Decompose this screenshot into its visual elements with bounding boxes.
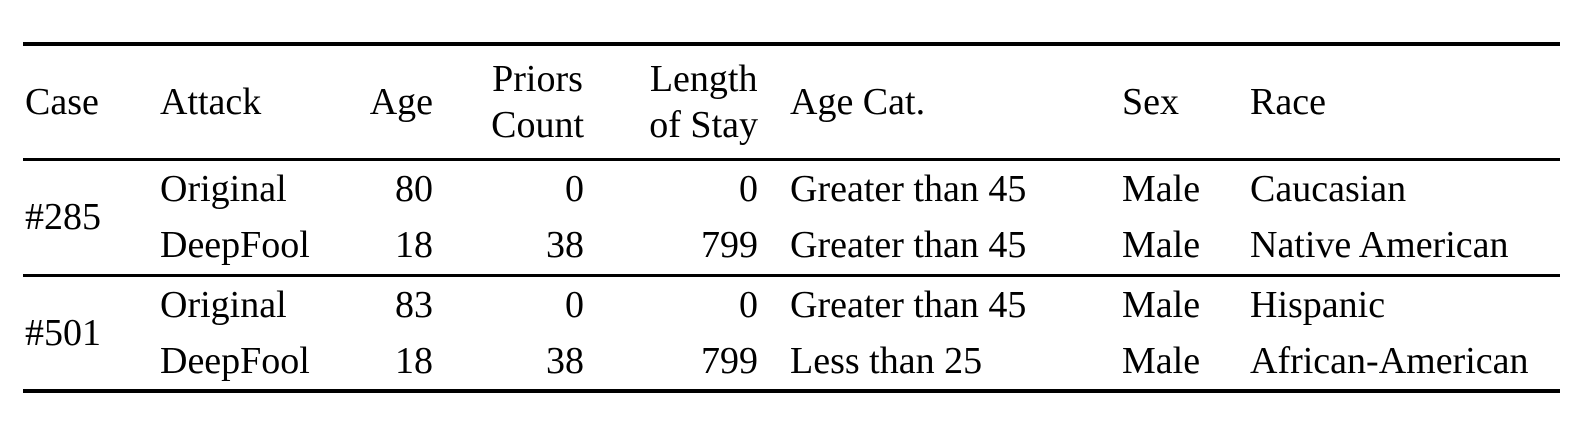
header-length-of-stay: Length of Stay xyxy=(587,44,790,159)
priors-count-label-line1: Priors xyxy=(492,57,583,100)
cell-priors-count: 38 xyxy=(546,224,584,267)
table-header: Case Attack Age Priors Count Length of S… xyxy=(23,44,1560,159)
header-priors-count: Priors Count xyxy=(435,44,587,159)
cell-case: #285 xyxy=(25,196,101,238)
length-of-stay-label-line2: of Stay xyxy=(649,103,758,146)
cell-sex: Male xyxy=(1122,167,1201,210)
cell-race: African-American xyxy=(1250,340,1529,382)
cell-sex: Male xyxy=(1122,283,1201,326)
cell-race: Hispanic xyxy=(1250,283,1386,326)
table-row: #501 Original 83 0 0 Greater than 45 Mal… xyxy=(23,275,1560,354)
cell-length-of-stay: 799 xyxy=(701,224,758,267)
cell-race: Native American xyxy=(1250,224,1509,267)
cell-length-of-stay: 0 xyxy=(739,283,758,326)
cell-age-cat: Less than 25 xyxy=(790,340,983,382)
cell-length-of-stay: 0 xyxy=(739,167,758,210)
length-of-stay-label-stack: Length of Stay xyxy=(649,56,758,148)
cell-priors-count: 0 xyxy=(565,167,584,210)
case-group-501: #501 Original 83 0 0 Greater than 45 Mal… xyxy=(23,275,1560,391)
cell-sex: Male xyxy=(1122,224,1201,267)
cell-case: #501 xyxy=(25,311,101,354)
table-row: DeepFool 18 38 799 Greater than 45 Male … xyxy=(23,217,1560,275)
cell-age-cat: Greater than 45 xyxy=(790,224,1027,267)
table-row: #285 Original 80 0 0 Greater than 45 Mal… xyxy=(23,159,1560,238)
length-of-stay-label-line1: Length xyxy=(649,57,758,100)
cell-length-of-stay: 799 xyxy=(701,340,758,382)
case-group-285: #285 Original 80 0 0 Greater than 45 Mal… xyxy=(23,159,1560,275)
cell-priors-count: 38 xyxy=(546,340,584,382)
cell-age: 80 xyxy=(395,167,433,210)
header-race: Race xyxy=(1250,80,1326,123)
cell-race: Caucasian xyxy=(1250,167,1407,210)
cell-age: 18 xyxy=(395,340,433,382)
table-row: DeepFool 18 38 799 Less than 25 Male Afr… xyxy=(23,333,1560,391)
header-attack: Attack xyxy=(160,80,262,123)
header-age-cat: Age Cat. xyxy=(790,80,926,123)
cell-attack: Original xyxy=(160,283,287,326)
header-age: Age xyxy=(369,80,433,123)
priors-count-label-stack: Priors Count xyxy=(491,56,584,148)
cell-sex: Male xyxy=(1122,340,1201,382)
cell-attack: DeepFool xyxy=(160,340,310,382)
adversarial-cases-table: Case Attack Age Priors Count Length of S… xyxy=(23,42,1560,393)
priors-count-label-line2: Count xyxy=(491,103,584,146)
cell-attack: Original xyxy=(160,167,287,210)
header-sex: Sex xyxy=(1122,80,1179,123)
cell-attack: DeepFool xyxy=(160,224,310,267)
cell-age-cat: Greater than 45 xyxy=(790,167,1027,210)
cell-age-cat: Greater than 45 xyxy=(790,283,1027,326)
cell-age: 18 xyxy=(395,224,433,267)
cell-age: 83 xyxy=(395,283,433,326)
header-case: Case xyxy=(25,80,99,123)
header-row: Case Attack Age Priors Count Length of S… xyxy=(23,44,1560,159)
cell-priors-count: 0 xyxy=(565,283,584,326)
